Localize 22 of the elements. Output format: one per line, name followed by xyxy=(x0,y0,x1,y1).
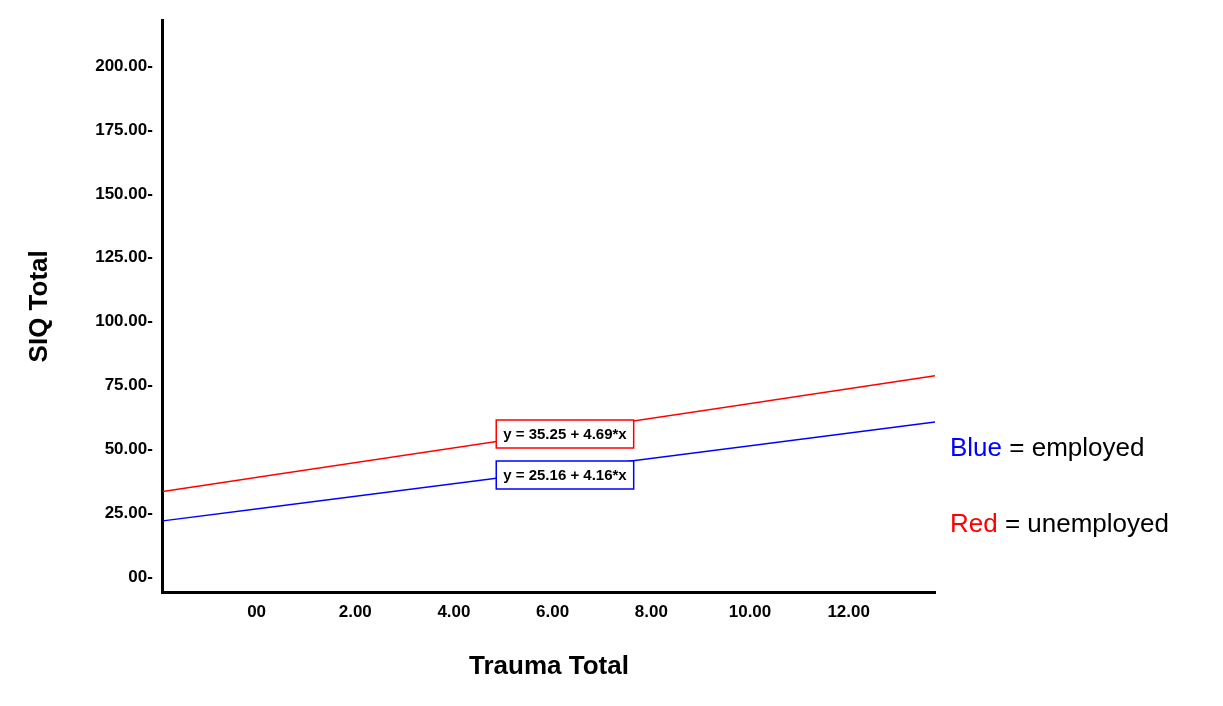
y-tick-label: 25.00- xyxy=(104,502,153,522)
series-label: Blue = employed xyxy=(950,432,1145,463)
annotation: y = 25.16 + 4.16*x xyxy=(503,466,628,484)
y-tick-label: 125.00- xyxy=(95,247,153,267)
x-tick-label: 6.00 xyxy=(536,602,570,622)
x-tick-label: 4.00 xyxy=(437,602,471,622)
x-tick-label: 8.00 xyxy=(634,602,668,622)
y-axis-title: SIQ Total xyxy=(22,250,53,363)
x-tick-label: 10.00 xyxy=(728,602,772,622)
y-tick-label: 75.00- xyxy=(104,375,153,395)
annotation: y = 35.25 + 4.69*x xyxy=(503,425,628,443)
y-tick-label: 150.00- xyxy=(95,183,153,203)
x-tick-label: 12.00 xyxy=(827,602,870,622)
y-tick-label: 00- xyxy=(128,566,153,586)
x-axis-title: Trauma Total xyxy=(468,649,629,680)
y-tick-label: 50.00- xyxy=(104,439,153,459)
y-tick-label: 175.00- xyxy=(95,119,153,139)
x-tick-label: 2.00 xyxy=(338,602,372,622)
text: Red = unemployed xyxy=(950,508,1169,539)
y-tick-label: 200.00- xyxy=(95,55,153,75)
x-tick-label: 00 xyxy=(247,602,267,622)
y-tick-label: 100.00- xyxy=(95,311,153,331)
